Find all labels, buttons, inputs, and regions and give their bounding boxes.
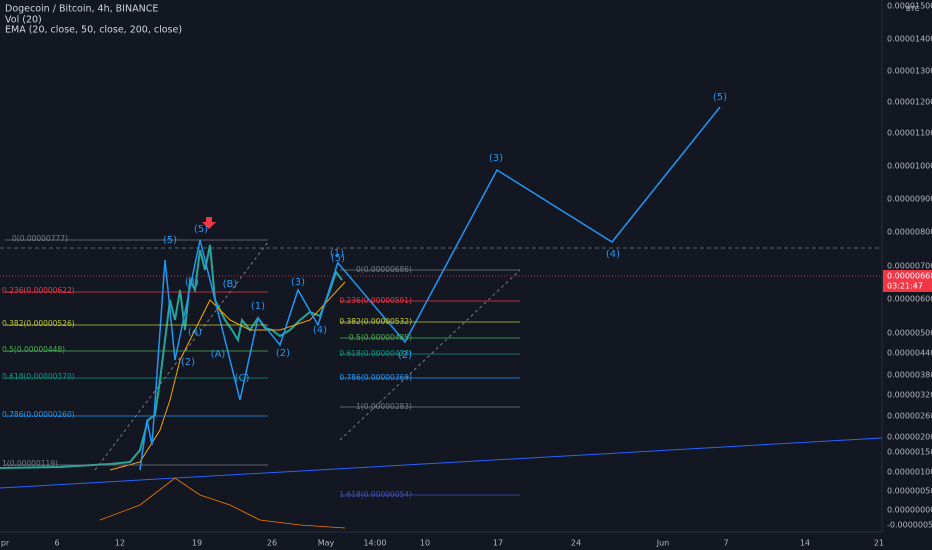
last-price-box [883, 270, 932, 292]
ema-200 [0, 437, 883, 489]
price-label: 0.00000200 [887, 433, 932, 442]
price-label: 0.00001000 [887, 162, 932, 171]
channel-line [339, 269, 521, 441]
fib-label: 0(0.00000777) [12, 234, 68, 243]
price-label: 0.00001200 [887, 98, 932, 107]
time-label: 24 [571, 539, 581, 548]
currency-label: BTC [906, 5, 920, 13]
price-label: 0.00000050 [887, 487, 932, 496]
fib-label: 0(0.00000686) [356, 265, 412, 274]
arrow-marker [202, 217, 216, 229]
fib-label: 0.5(0.00000448) [2, 345, 65, 354]
wave-label: (5) [163, 235, 177, 246]
wave-label: (1) [251, 301, 265, 312]
price-label: 0.00000440 [887, 349, 932, 358]
fib-label: 0.236(0.00000622) [2, 286, 75, 295]
time-label: pr [1, 539, 10, 548]
fib-label: 0.618(0.00000437) [339, 349, 412, 358]
ema-indicator: EMA (20, close, 50, close, 200, close) [5, 25, 182, 36]
price-label: 0.00000500 [887, 329, 932, 338]
last-price: 0.00000668 [887, 272, 932, 281]
time-label: 12 [115, 539, 125, 548]
wave-label: (C) [235, 373, 250, 384]
time-label: 14 [800, 539, 810, 548]
fib-label: 0.786(0.00000369) [339, 373, 412, 382]
price-label: 0.00001100 [887, 129, 932, 138]
vol-indicator: Vol (20) [5, 15, 42, 26]
wave-path [139, 239, 339, 471]
fib-label: 0.5(0.00000485) [349, 333, 412, 342]
price-label: 0.00001500 [887, 2, 932, 11]
fib-label: 0.236(0.00000591) [339, 296, 412, 305]
wave-label: (3) [291, 277, 305, 288]
price-label: 0.00000100 [887, 468, 932, 477]
price-label: 0.00000900 [887, 195, 932, 204]
wave-label: (2) [276, 348, 290, 359]
fib-label: 1.618(0.00000054) [339, 490, 412, 499]
price-label: 0.00000320 [887, 391, 932, 400]
price-label: 0.00000150 [887, 448, 932, 457]
wave-label: (3) [489, 153, 503, 164]
price-label: 0.00000260 [887, 412, 932, 421]
price-label: 0.00000380 [887, 371, 932, 380]
time-label: 7 [723, 539, 728, 548]
projection-path [337, 106, 721, 344]
price-label: -0.00000050 [887, 521, 932, 530]
wave-label: (4) [188, 327, 202, 338]
wave-label: (5) [713, 92, 727, 103]
wave-label: (A) [211, 349, 226, 360]
price-label: 0.00001300 [887, 67, 932, 76]
volume-ma [99, 477, 346, 529]
price-label: 0.00000800 [887, 228, 932, 237]
time-label: 26 [267, 539, 277, 548]
fib-label: 1(0.00000283) [356, 402, 412, 411]
price-label: 0.00000700 [887, 262, 932, 271]
fib-label: 0.618(0.00000370) [2, 372, 75, 381]
time-label: Jun [656, 539, 670, 548]
countdown: 03:21:47 [887, 282, 923, 291]
wave-label: (2) [398, 350, 412, 361]
fib-label: 0.382(0.00000526) [2, 319, 75, 328]
fib-label: 0.786(0.00000260) [2, 410, 75, 419]
wave-label: (3) [185, 277, 199, 288]
wave-label: (5) [331, 253, 345, 264]
wave-label: (B) [223, 279, 238, 290]
time-label: 14:00 [363, 539, 386, 548]
wave-label: (5) [194, 224, 208, 235]
time-label: 21 [874, 539, 884, 548]
wave-label: (4) [313, 325, 327, 336]
wave-label: (4) [606, 249, 620, 260]
time-label: 17 [493, 539, 503, 548]
time-label: 10 [420, 539, 430, 548]
wave-label: (2) [181, 357, 195, 368]
wave-label: (1) [330, 248, 344, 259]
time-label: May [318, 539, 335, 548]
price-label: 0.00000600 [887, 295, 932, 304]
symbol-title: Dogecoin / Bitcoin, 4h, BINANCE [5, 4, 158, 15]
time-label: 19 [192, 539, 202, 548]
time-label: 6 [54, 539, 59, 548]
price-label: 0.00000000 [887, 506, 932, 515]
fib-label: 1(0.00000119) [2, 459, 58, 468]
fib-label: 0.382(0.00000532) [339, 317, 412, 326]
price-label: 0.00001400 [887, 35, 932, 44]
